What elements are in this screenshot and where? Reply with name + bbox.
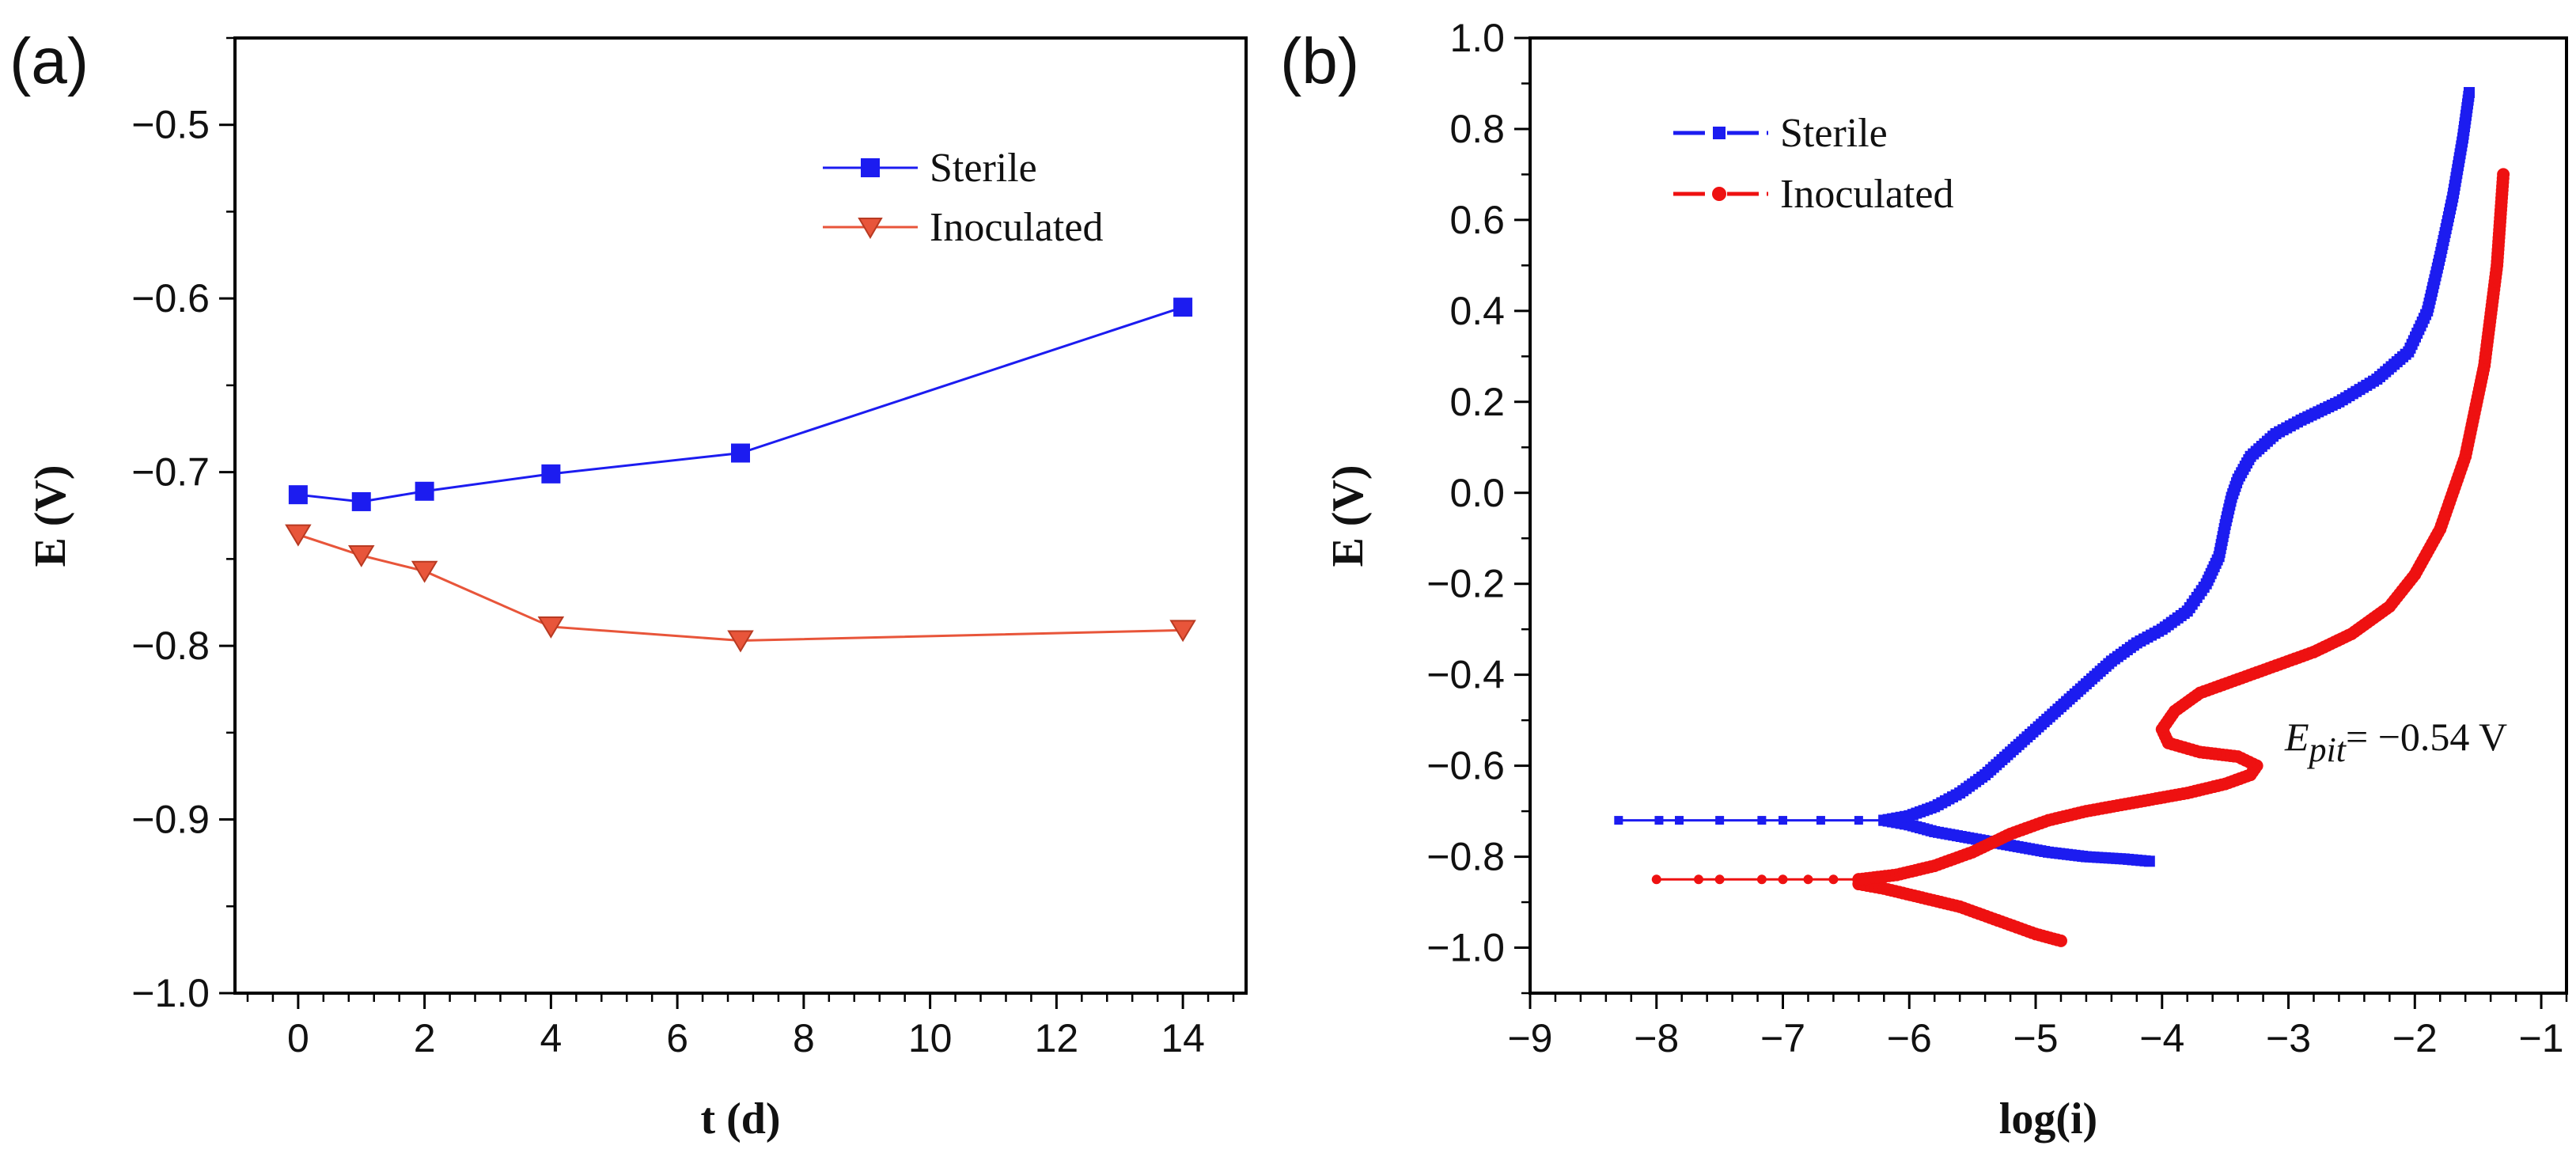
y-tick-label: −0.6 <box>1426 744 1505 788</box>
data-point-inoculated <box>285 524 312 547</box>
panel-b-legend: Sterile Inoculated <box>1673 111 1953 217</box>
x-tick-label: 4 <box>540 1016 562 1060</box>
panel-a-legend: Sterile Inoculated <box>823 146 1103 250</box>
data-point-sterile <box>2463 86 2475 98</box>
y-tick-label: −0.5 <box>131 103 210 147</box>
y-tick-label: −0.7 <box>131 450 210 495</box>
panel-a-y-axis-title: E (V) <box>26 465 75 567</box>
panel-a-ticks: 0 2 4 6 8 10 12 14 −1.0 −0.9 −0.8 −0.7 −0.6 −0.5 <box>131 36 1235 1060</box>
epit-annotation-sub: pit <box>2307 730 2347 769</box>
data-point-inoculated <box>537 616 565 639</box>
legend-inoculated-marker <box>858 218 883 239</box>
data-point-sterile <box>541 464 561 484</box>
x-tick-label: 12 <box>1035 1016 1079 1060</box>
x-tick-label: 6 <box>666 1016 688 1060</box>
legend-sterile-marker <box>861 158 880 177</box>
legend-sterile-marker <box>1713 127 1726 139</box>
y-tick-label: −0.4 <box>1426 653 1505 697</box>
panel-b-series <box>1614 86 2510 947</box>
x-tick-label: −1 <box>2519 1016 2564 1060</box>
y-tick-label: −1.0 <box>1426 926 1505 970</box>
data-point-sterile <box>1173 298 1193 317</box>
epit-annotation: Epit= −0.54 V <box>2284 715 2507 769</box>
x-tick-label: −3 <box>2266 1016 2311 1060</box>
x-tick-label: −8 <box>1634 1016 1679 1060</box>
legend-inoculated-marker <box>1712 187 1726 201</box>
y-tick-label: 0.6 <box>1449 198 1505 242</box>
y-tick-label: −0.6 <box>131 276 210 320</box>
epit-annotation-main: E <box>2284 715 2309 759</box>
y-tick-label: 1.0 <box>1449 16 1505 60</box>
y-tick-label: −0.8 <box>1426 835 1505 879</box>
data-point-inoculated <box>2054 934 2067 947</box>
series-line-sterile <box>297 305 1184 503</box>
panel-a-series <box>285 298 1196 653</box>
data-point-inoculated <box>2497 168 2510 181</box>
x-tick-label: −4 <box>2139 1016 2184 1060</box>
data-point-inoculated <box>411 560 438 583</box>
y-tick-label: 0.2 <box>1449 380 1505 424</box>
x-tick-label: 14 <box>1161 1016 1205 1060</box>
x-tick-label: 8 <box>793 1016 815 1060</box>
y-tick-label: 0.0 <box>1449 471 1505 515</box>
legend-sterile-label: Sterile <box>930 146 1037 191</box>
data-point-inoculated <box>1169 620 1196 643</box>
y-tick-label: −0.9 <box>131 798 210 842</box>
data-point-sterile <box>1614 816 1623 825</box>
panel-b-y-axis-title: E (V) <box>1324 465 1373 567</box>
panel-b-ticks: −9 −8 −7 −6 −5 −4 −3 −2 −1 −1.0 −0.8 −0.6 −0.4 −0.2 0.… <box>1426 16 2568 1060</box>
y-tick-label: 0.8 <box>1449 107 1505 151</box>
series-line-inoculated <box>297 533 1184 643</box>
panel-a-label: (a) <box>9 25 89 97</box>
x-tick-label: 2 <box>414 1016 436 1060</box>
y-tick-label: −0.2 <box>1426 562 1505 606</box>
legend-inoculated-label: Inoculated <box>1780 172 1953 217</box>
panel-a-plot-frame <box>233 36 1248 995</box>
data-point-sterile <box>2143 855 2155 867</box>
y-tick-label: −0.8 <box>131 624 210 668</box>
legend-inoculated-label: Inoculated <box>930 205 1103 250</box>
x-tick-label: −5 <box>2013 1016 2059 1060</box>
y-tick-label: −1.0 <box>131 971 210 1015</box>
data-point-inoculated <box>727 630 754 653</box>
legend-sterile-label: Sterile <box>1780 111 1888 156</box>
panel-a-chart: (a) 0 2 4 6 8 10 12 14−1.0−0.9−0.8−0.7−0.6−0.5 … <box>9 25 1248 1144</box>
data-point-sterile <box>288 485 308 505</box>
panel-b-x-axis-title: log(i) <box>1999 1094 2097 1144</box>
panel-b-plot-frame <box>1529 36 2568 995</box>
x-tick-label: −7 <box>1760 1016 1805 1060</box>
x-tick-label: 0 <box>287 1016 309 1060</box>
panel-b-label: (b) <box>1280 25 1359 97</box>
x-tick-label: −9 <box>1507 1016 1552 1060</box>
panel-a-x-axis-title: t (d) <box>700 1094 780 1144</box>
panel-b-chart: (b) −9 −8 −7 −6 −5 −4 −3 −2 −1 −1.0 −0.8 −0.6 −0.4 −0… <box>1280 16 2568 1144</box>
data-point-sterile <box>731 443 750 463</box>
x-tick-label: 10 <box>908 1016 953 1060</box>
data-point-sterile <box>415 481 434 501</box>
epit-annotation-value: = −0.54 V <box>2346 715 2507 759</box>
x-tick-label: −6 <box>1887 1016 1932 1060</box>
data-point-sterile <box>351 491 371 511</box>
y-tick-label: 0.4 <box>1449 289 1505 333</box>
data-point-inoculated <box>347 544 375 567</box>
x-tick-label: −2 <box>2392 1016 2438 1060</box>
